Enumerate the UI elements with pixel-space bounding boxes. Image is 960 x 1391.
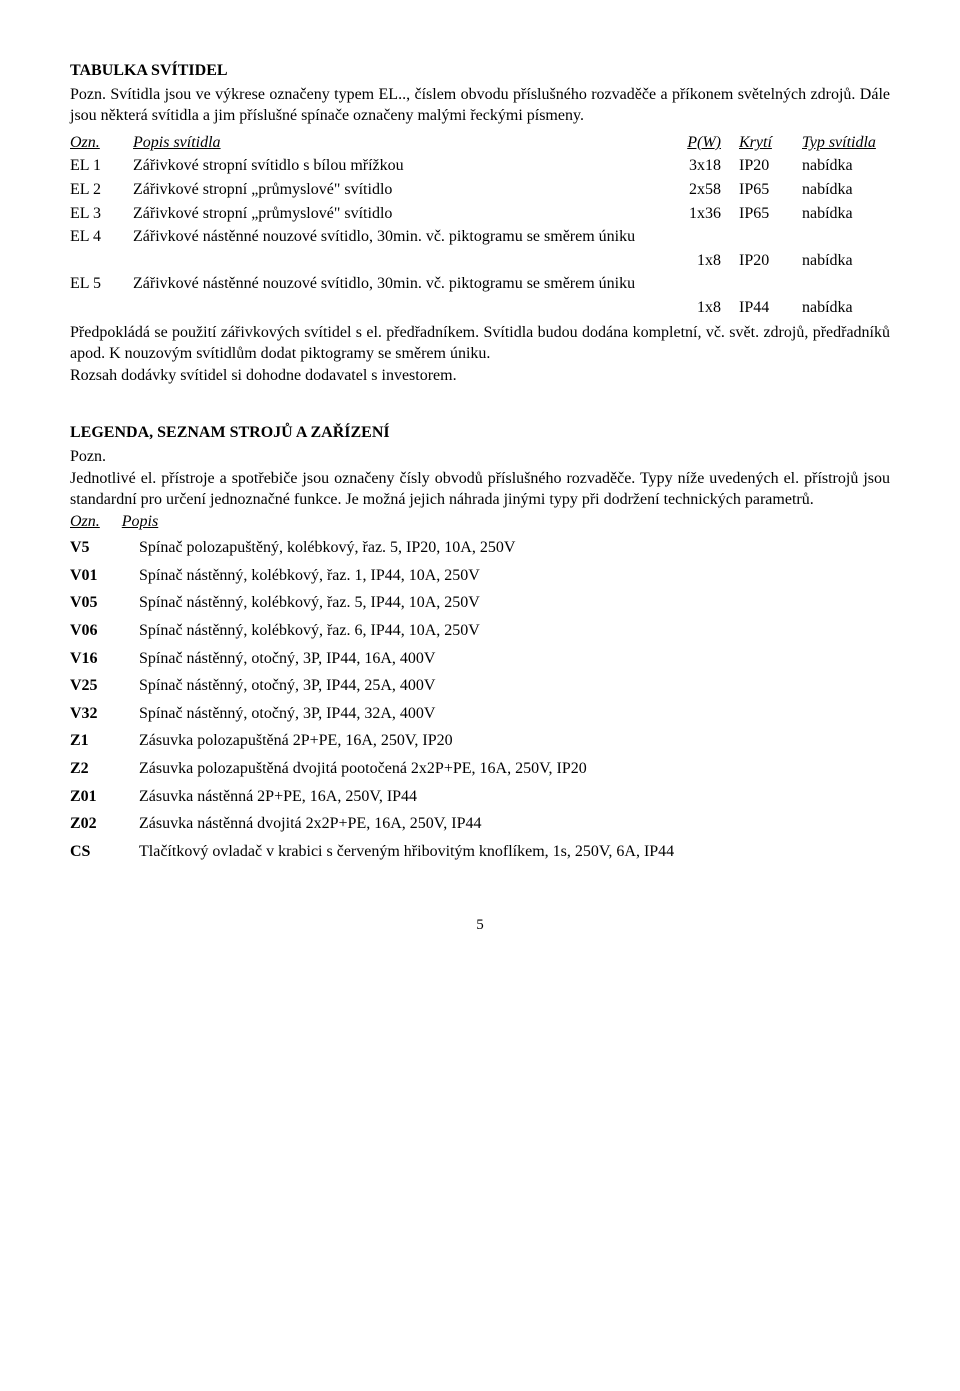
cell-desc: Zásuvka polozapuštěná 2P+PE, 16A, 250V, … [139,727,688,755]
after-svitidla-1: Předpokládá se použití zářivkových svíti… [70,322,890,365]
cell-code: V01 [70,562,139,590]
th-pw: P(W) [666,131,739,155]
legend-th-ozn: Ozn. [70,513,100,530]
table-row: V01Spínač nástěnný, kolébkový, řaz. 1, I… [70,562,688,590]
cell-ozn: EL 2 [70,178,133,202]
cell-code: Z2 [70,755,139,783]
cell-code: V5 [70,534,139,562]
table-row: V32Spínač nástěnný, otočný, 3P, IP44, 32… [70,700,688,728]
cell-ozn: EL 5 [70,272,133,296]
cell-kryti: IP65 [739,202,802,226]
cell-code: V05 [70,589,139,617]
cell-desc: Spínač nástěnný, otočný, 3P, IP44, 16A, … [139,645,688,673]
th-kryti: Krytí [739,131,802,155]
cell-typ: nabídka [802,154,890,178]
cell-pw: 2x58 [666,178,739,202]
cell-desc: Spínač nástěnný, otočný, 3P, IP44, 25A, … [139,672,688,700]
cell-code: V25 [70,672,139,700]
cell-desc: Spínač nástěnný, kolébkový, řaz. 1, IP44… [139,562,688,590]
cell-popis: Zářivkové stropní „průmyslové" svítidlo [133,202,666,226]
note-svitidla: Pozn. Svítidla jsou ve výkrese označeny … [70,84,890,127]
table-row: 1x8IP20nabídka [70,249,890,273]
table-row: V16Spínač nástěnný, otočný, 3P, IP44, 16… [70,645,688,673]
table-row: V05Spínač nástěnný, kolébkový, řaz. 5, I… [70,589,688,617]
cell-ozn: EL 1 [70,154,133,178]
table-row: V06Spínač nástěnný, kolébkový, řaz. 6, I… [70,617,688,645]
heading-legend: LEGENDA, SEZNAM STROJŮ A ZAŘÍZENÍ [70,422,890,444]
table-row: EL 5Zářivkové nástěnné nouzové svítidlo,… [70,272,890,296]
th-typ: Typ svítidla [802,131,890,155]
after-svitidla-2: Rozsah dodávky svítidel si dohodne dodav… [70,365,890,387]
th-popis: Popis svítidla [133,131,666,155]
table-row: EL 4Zářivkové nástěnné nouzové svítidlo,… [70,225,890,249]
cell-desc: Zásuvka polozapuštěná dvojitá pootočená … [139,755,688,783]
cell-code: Z1 [70,727,139,755]
cell-popis: Zářivkové nástěnné nouzové svítidlo, 30m… [133,272,890,296]
cell-code: V16 [70,645,139,673]
cell-desc: Spínač nástěnný, kolébkový, řaz. 5, IP44… [139,589,688,617]
table-row: EL 3Zářivkové stropní „průmyslové" svíti… [70,202,890,226]
cell-desc: Tlačítkový ovladač v krabici s červeným … [139,838,688,866]
table-row: 1x8IP44nabídka [70,296,890,320]
th-ozn: Ozn. [70,131,133,155]
cell-pw: 3x18 [666,154,739,178]
cell-desc: Zásuvka nástěnná dvojitá 2x2P+PE, 16A, 2… [139,810,688,838]
table-legend: V5Spínač polozapuštěný, kolébkový, řaz. … [70,534,688,865]
table-row: Z1Zásuvka polozapuštěná 2P+PE, 16A, 250V… [70,727,688,755]
note-legend: Jednotlivé el. přístroje a spotřebiče js… [70,468,890,511]
table-row: Z01Zásuvka nástěnná 2P+PE, 16A, 250V, IP… [70,783,688,811]
table-row: V25Spínač nástěnný, otočný, 3P, IP44, 25… [70,672,688,700]
cell-pw: 1x36 [666,202,739,226]
cell-popis: Zářivkové stropní „průmyslové" svítidlo [133,178,666,202]
table-row: EL 2Zářivkové stropní „průmyslové" svíti… [70,178,890,202]
cell-typ: nabídka [802,249,890,273]
cell-code: V32 [70,700,139,728]
cell-kryti: IP20 [739,249,802,273]
cell-ozn: EL 4 [70,225,133,249]
cell-typ: nabídka [802,178,890,202]
table-row: V5Spínač polozapuštěný, kolébkový, řaz. … [70,534,688,562]
cell-code: Z01 [70,783,139,811]
cell-code: Z02 [70,810,139,838]
table-row: EL 1Zářivkové stropní svítidlo s bílou m… [70,154,890,178]
cell-code: V06 [70,617,139,645]
legend-th-popis: Popis [122,513,158,530]
heading-svitidla: TABULKA SVÍTIDEL [70,60,890,82]
table-row: Z2Zásuvka polozapuštěná dvojitá pootočen… [70,755,688,783]
cell-code: CS [70,838,139,866]
page-number: 5 [70,915,890,935]
cell-kryti: IP65 [739,178,802,202]
cell-desc: Spínač nástěnný, otočný, 3P, IP44, 32A, … [139,700,688,728]
cell-desc: Spínač polozapuštěný, kolébkový, řaz. 5,… [139,534,688,562]
cell-pw: 1x8 [666,249,739,273]
cell-desc: Spínač nástěnný, kolébkový, řaz. 6, IP44… [139,617,688,645]
cell-desc: Zásuvka nástěnná 2P+PE, 16A, 250V, IP44 [139,783,688,811]
cell-typ: nabídka [802,202,890,226]
cell-kryti: IP44 [739,296,802,320]
cell-popis: Zářivkové nástěnné nouzové svítidlo, 30m… [133,225,890,249]
table-row: Z02Zásuvka nástěnná dvojitá 2x2P+PE, 16A… [70,810,688,838]
table-row: CSTlačítkový ovladač v krabici s červený… [70,838,688,866]
cell-kryti: IP20 [739,154,802,178]
cell-ozn: EL 3 [70,202,133,226]
cell-typ: nabídka [802,296,890,320]
pozn-label: Pozn. [70,446,890,468]
table-svitidla: Ozn. Popis svítidla P(W) Krytí Typ svíti… [70,131,890,320]
cell-popis: Zářivkové stropní svítidlo s bílou mřížk… [133,154,666,178]
cell-pw: 1x8 [666,296,739,320]
